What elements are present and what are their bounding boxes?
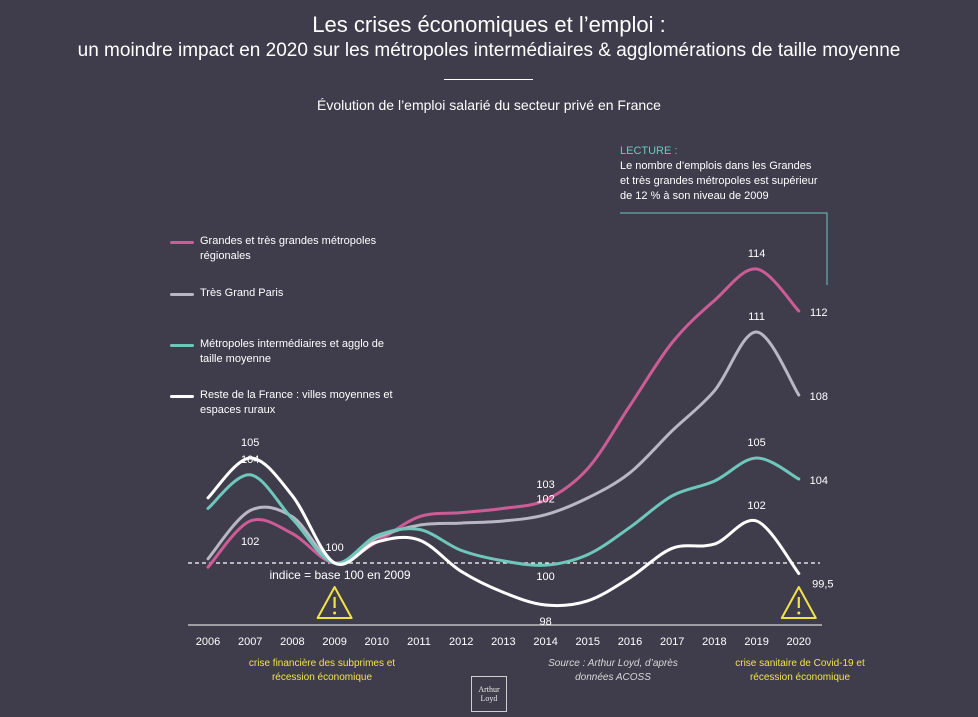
series-line-metropoles-intermediaires (206, 456, 801, 567)
reading-note-text: Le nombre d’emplois dans les Grandes et … (620, 160, 818, 202)
warning-icon (780, 586, 817, 619)
x-tick-label: 2010 (365, 636, 389, 648)
data-label: 100 (325, 542, 343, 554)
data-label: 102 (747, 500, 765, 512)
series-line-reste-de-la-france (206, 456, 801, 608)
baseline-label: indice = base 100 en 2009 (269, 568, 410, 582)
series-line-tres-grand-paris (206, 330, 801, 565)
data-label: 111 (748, 311, 765, 323)
legend-swatch (170, 241, 194, 244)
data-label: 100 (536, 571, 554, 583)
x-tick-label: 2013 (491, 636, 515, 648)
x-tick-label: 2008 (280, 636, 304, 648)
x-tick-label: 2018 (702, 636, 726, 648)
data-label: 102 (241, 536, 259, 548)
series-line-grandes-metropoles (206, 267, 801, 569)
data-label: 103 (536, 479, 554, 491)
data-label: 114 (748, 248, 766, 260)
brand-logo: Arthur Loyd (471, 676, 507, 712)
legend-label: Reste de la France : villes moyennes et … (200, 389, 393, 416)
reading-note-label: LECTURE : (620, 145, 678, 157)
note-covid-crisis: crise sanitaire de Covid-19 et récession… (735, 658, 865, 683)
legend-swatch (170, 395, 194, 398)
note-subprime-crisis: crise financière des subprimes et récess… (248, 658, 396, 683)
x-tick-label: 2015 (576, 636, 600, 648)
legend-label: Grandes et très grandes métropoles régio… (200, 235, 377, 262)
legend-swatch (170, 344, 194, 347)
source-note: Source : Arthur Loyd, d’après données AC… (548, 658, 678, 683)
x-tick-label: 2006 (196, 636, 220, 648)
x-tick-label: 2016 (618, 636, 642, 648)
data-label: 104 (810, 475, 828, 487)
x-tick-label: 2014 (533, 636, 557, 648)
reading-note: LECTURE : Le nombre d’emplois dans les G… (620, 144, 820, 204)
warning-icon-dot (333, 611, 337, 615)
data-label: 99,5 (812, 579, 833, 591)
x-tick-label: 2009 (322, 636, 346, 648)
legend-label: Métropoles intermédiaires et agglo de ta… (200, 338, 385, 365)
warning-icon-dot (797, 611, 801, 615)
x-tick-label: 2007 (238, 636, 262, 648)
data-label: 102 (536, 494, 554, 506)
legend-label: Très Grand Paris (200, 287, 284, 299)
brand-logo-text: Arthur Loyd (478, 685, 500, 703)
data-label: 98 (539, 616, 551, 628)
page-title: Les crises économiques et l’emploi : (312, 12, 666, 37)
warning-icon (316, 586, 353, 619)
reading-note-connector (620, 212, 828, 285)
data-label: 105 (747, 437, 765, 449)
data-label: 108 (810, 391, 828, 403)
data-label: 104 (241, 454, 259, 466)
page-subtitle: un moindre impact en 2020 sur les métrop… (77, 40, 901, 61)
data-label: 105 (241, 437, 259, 449)
chart-title: Évolution de l’emploi salarié du secteur… (317, 97, 661, 113)
x-tick-label: 2019 (744, 636, 768, 648)
x-tick-label: 2017 (660, 636, 684, 648)
x-tick-label: 2011 (407, 636, 431, 648)
data-label: 112 (810, 307, 828, 319)
legend-swatch (170, 293, 194, 296)
title-divider (444, 79, 533, 80)
x-tick-label: 2020 (787, 636, 811, 648)
x-tick-label: 2012 (449, 636, 473, 648)
